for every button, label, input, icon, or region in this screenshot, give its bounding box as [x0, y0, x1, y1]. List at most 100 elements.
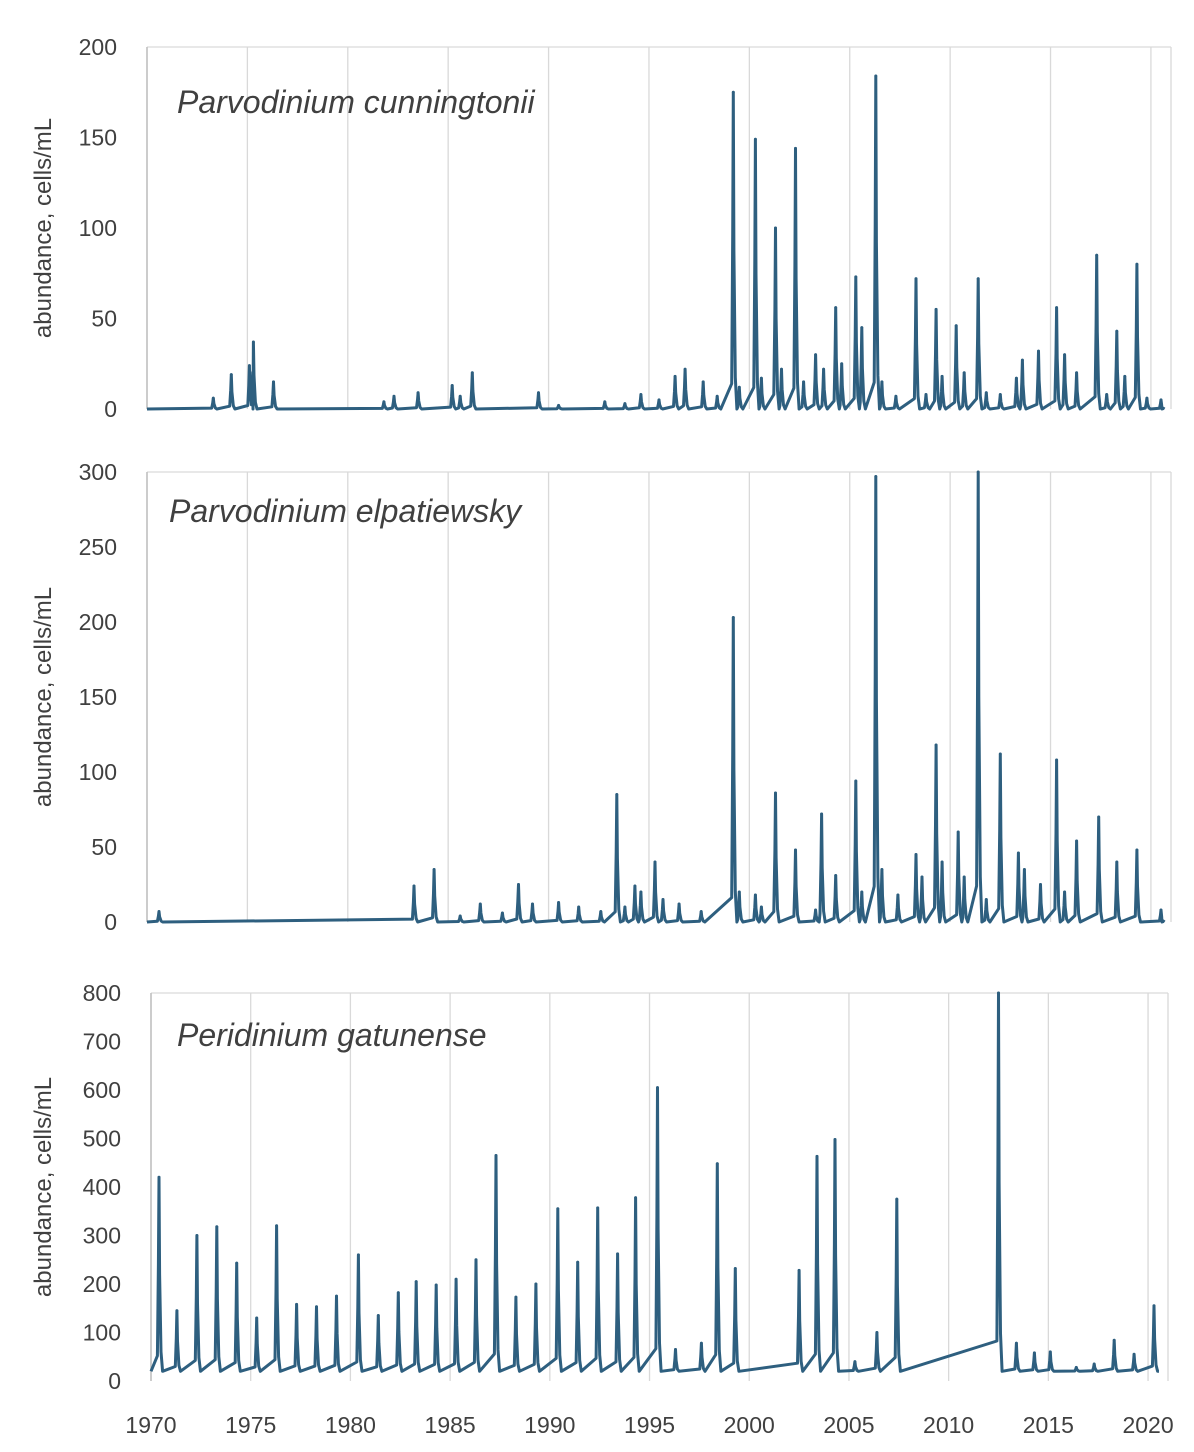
data-point — [474, 1258, 478, 1262]
data-point — [700, 1341, 703, 1345]
data-point — [820, 812, 823, 816]
data-point — [295, 1303, 298, 1306]
data-point — [934, 308, 938, 311]
x-tick-label: 1995 — [624, 1412, 675, 1438]
data-point — [894, 394, 898, 398]
x-tick-label: 2015 — [1023, 1412, 1074, 1438]
data-point — [976, 277, 980, 281]
data-point — [414, 1280, 418, 1283]
data-point — [940, 860, 944, 864]
data-point — [1063, 353, 1066, 357]
data-point — [854, 779, 858, 783]
data-point — [984, 391, 988, 395]
data-point — [634, 1196, 637, 1200]
data-point — [673, 375, 677, 378]
data-point — [794, 147, 797, 150]
data-point — [615, 793, 619, 796]
data-point — [997, 991, 1000, 995]
data-point — [701, 380, 705, 384]
x-tick-label: 1985 — [425, 1412, 476, 1438]
data-point — [1033, 1351, 1036, 1355]
data-point — [1145, 396, 1149, 400]
data-point — [1115, 860, 1119, 864]
data-point — [880, 868, 884, 871]
data-point — [774, 791, 777, 795]
data-point — [774, 226, 777, 230]
data-point — [556, 1207, 560, 1211]
data-point — [534, 1282, 538, 1286]
data-point — [962, 875, 966, 879]
data-point — [639, 890, 643, 894]
y-tick-label: 500 — [83, 1126, 121, 1152]
data-point — [357, 1253, 360, 1257]
data-point — [940, 375, 944, 378]
data-point — [531, 902, 534, 906]
data-point — [175, 1309, 179, 1313]
data-point — [1075, 371, 1078, 375]
data-point — [934, 743, 938, 747]
data-point — [674, 1348, 677, 1351]
data-point — [854, 275, 858, 279]
y-tick-label: 200 — [79, 609, 117, 635]
data-point — [392, 394, 396, 398]
data-point — [737, 385, 741, 389]
y-tick-label: 50 — [91, 834, 117, 860]
data-point — [874, 74, 878, 78]
y-tick-label: 250 — [79, 534, 117, 560]
data-point — [754, 137, 757, 141]
data-point — [229, 373, 233, 376]
data-point — [874, 475, 878, 478]
data-point — [494, 1154, 498, 1157]
data-point — [814, 353, 817, 357]
data-point — [603, 400, 607, 404]
data-point — [1075, 839, 1078, 843]
data-point — [737, 890, 741, 894]
data-point — [450, 384, 454, 387]
series-line — [146, 74, 1166, 411]
data-point — [802, 380, 805, 384]
y-tick-label: 150 — [79, 125, 117, 151]
y-tick-label: 0 — [104, 909, 117, 935]
data-point — [1159, 908, 1163, 912]
y-tick-label: 100 — [83, 1320, 121, 1346]
y-tick-label: 100 — [79, 215, 117, 241]
y-axis-title: abundance, cells/mL — [30, 587, 57, 807]
data-point — [458, 394, 462, 398]
data-point — [157, 1175, 161, 1179]
y-axis-title: abundance, cells/mL — [30, 1077, 57, 1297]
data-point — [596, 1206, 600, 1210]
series-line — [146, 470, 1166, 924]
data-point — [412, 884, 416, 888]
data-point — [514, 1295, 518, 1299]
data-point — [501, 911, 504, 915]
data-point — [1055, 306, 1058, 309]
data-point — [853, 1360, 857, 1363]
data-point — [576, 1260, 580, 1264]
data-point — [962, 371, 966, 375]
data-point — [699, 910, 703, 913]
data-point — [557, 404, 560, 407]
data-point — [731, 90, 735, 94]
data-point — [1063, 890, 1066, 894]
data-point — [956, 830, 960, 834]
data-point — [797, 1269, 801, 1272]
data-point — [248, 364, 251, 367]
data-point — [432, 868, 436, 871]
data-point — [458, 914, 462, 918]
data-point — [653, 860, 657, 864]
data-point — [577, 905, 581, 909]
data-point — [1037, 349, 1040, 353]
data-point — [195, 1234, 199, 1237]
y-tick-label: 600 — [83, 1077, 121, 1103]
data-point — [1017, 851, 1020, 855]
data-point — [557, 901, 560, 904]
data-point — [860, 326, 864, 329]
data-point — [814, 908, 817, 912]
data-point — [599, 910, 603, 913]
data-point — [478, 902, 482, 906]
x-tick-label: 1980 — [325, 1412, 376, 1438]
y-tick-label: 300 — [79, 459, 117, 485]
data-point — [657, 398, 661, 402]
